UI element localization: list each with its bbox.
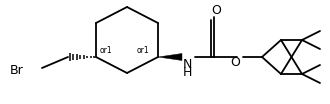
Text: or1: or1 (137, 46, 149, 55)
Text: H: H (183, 66, 192, 79)
Text: or1: or1 (100, 46, 113, 55)
Text: O: O (211, 4, 221, 17)
Text: Br: Br (10, 64, 24, 77)
Polygon shape (158, 53, 182, 61)
Text: N: N (183, 58, 192, 71)
Text: O: O (230, 56, 240, 69)
